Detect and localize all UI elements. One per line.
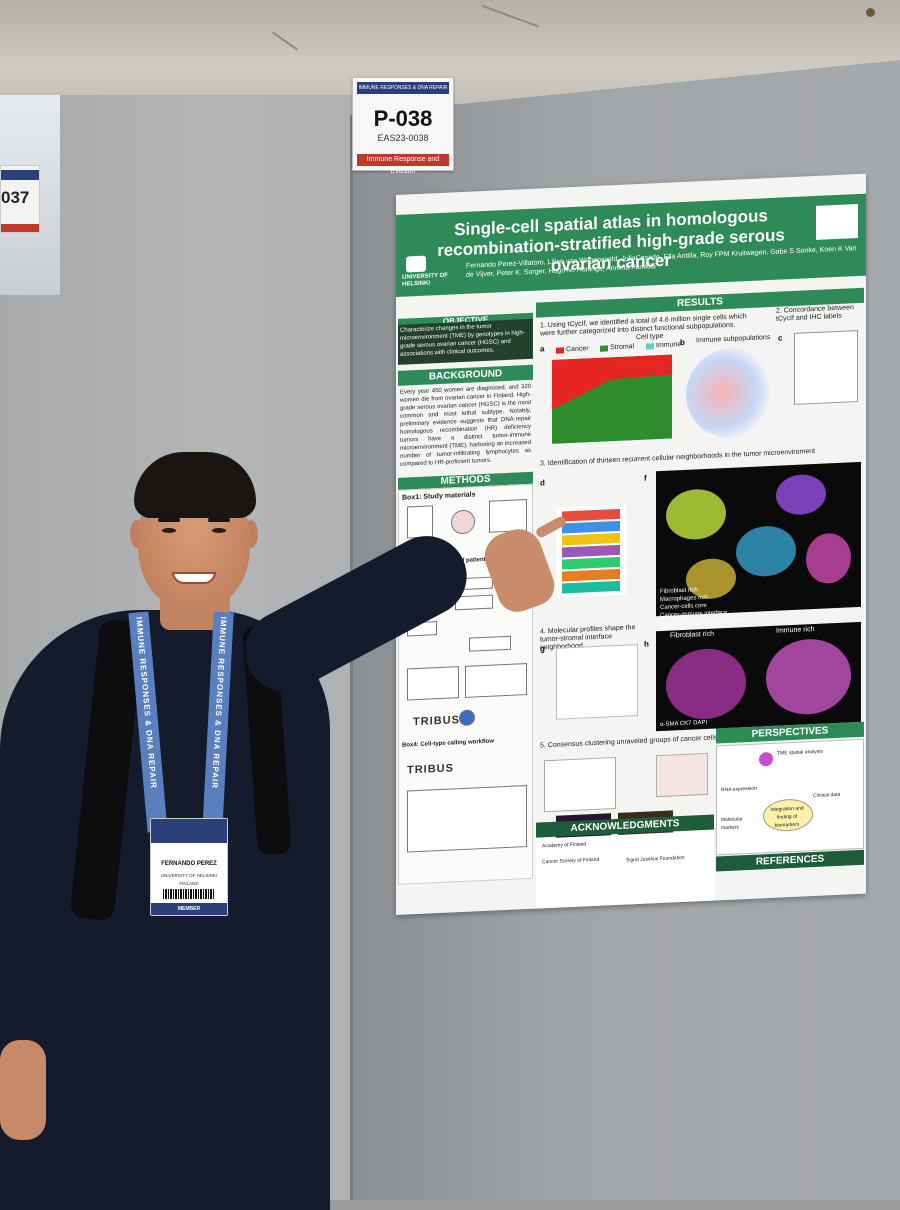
person-eyebrow [208, 518, 230, 522]
panel-letter-c: c [778, 333, 783, 343]
person-eye [162, 528, 176, 533]
person-smile [172, 572, 216, 584]
pin-icon [866, 8, 875, 17]
badge-barcode [163, 889, 215, 899]
objective-text: Characterize changes in the tumor microe… [398, 318, 533, 365]
poster-number-card: IMMUNE RESPONSES & DNA REPAIR P-038 EAS2… [352, 77, 454, 175]
legend-swatch-stromal [600, 345, 608, 352]
poster-category: Immune Response and Evasion [357, 154, 449, 175]
legend-immune: Immune [656, 341, 682, 350]
ack-academy: Academy of Finland [542, 841, 587, 850]
r-logo-icon [459, 709, 475, 727]
panel-letter-a: a [540, 344, 545, 354]
badge-university: UNIVERSITY OF HELSINKI [160, 873, 218, 878]
panel-letter-d: d [540, 478, 545, 488]
tissue-icon [451, 509, 475, 535]
badge-country: FINLAND [179, 881, 199, 886]
background-text: Every year 450 women are diagnosed, and … [400, 383, 531, 468]
study-material-diagram [407, 505, 433, 539]
legend-cancer: Cancer [566, 345, 589, 354]
immune-subpopulations-label: Immune subpopulations [696, 334, 771, 345]
tribus-logo: TRIBUS [407, 762, 454, 777]
person-left-hand [0, 1040, 46, 1140]
image-region [666, 488, 726, 541]
tme-label: TME spatial analysis [777, 748, 823, 757]
image-region [806, 532, 851, 585]
institute-logo-icon [816, 204, 858, 240]
poster-number: P-038 [373, 106, 433, 131]
neighbor-poster-label: 037 [0, 165, 40, 233]
boxplot-chart [556, 644, 638, 720]
tribus-logo: TRIBUS [413, 714, 460, 729]
scientific-poster: Single-cell spatial atlas in homologous … [396, 173, 866, 916]
image-acquisition-diagram [407, 666, 459, 701]
badge-header [151, 819, 227, 843]
flow-box [469, 635, 511, 652]
acknowledgments-logos: Academy of Finland Cancer Society of Fin… [536, 830, 714, 909]
methods-box1-label: Box1: Study materials [402, 491, 476, 502]
panel-letter-h: h [644, 639, 649, 649]
cluster-heatmap [656, 752, 708, 798]
integration-label: Integration and finding of biomarkers [770, 805, 804, 829]
methods-box4-label: Box4: Cell-type calling workflow [402, 738, 495, 749]
image-analysis-diagram [465, 663, 527, 698]
cell-type-stacked-bar-chart [552, 354, 672, 444]
image-region [766, 637, 851, 717]
label-footer-strip [1, 224, 39, 232]
concordance-scatter-plot [794, 330, 858, 405]
cell-type-label: Cell type [636, 332, 664, 342]
consensus-matrix [544, 757, 616, 813]
neighbor-poster-number: 037 [1, 188, 30, 207]
badge-role: MEMBER [151, 903, 227, 915]
person-eye [212, 528, 226, 533]
rna-label: RNA expression [721, 785, 757, 794]
ack-sigrid: Sigrid Jusélius Foundation [626, 854, 685, 864]
image-region [666, 647, 746, 721]
person-hair [134, 452, 256, 518]
tme-icon [759, 751, 773, 767]
ack-cancer-society: Cancer Society of Finland [542, 856, 600, 866]
image-region [776, 473, 826, 516]
name-badge: FERNANDO PEREZ UNIVERSITY OF HELSINKI FI… [150, 818, 228, 916]
umap-plot [686, 345, 776, 440]
clinical-label: Clinical data [813, 791, 841, 800]
result-5-text: 5. Consensus clustering unraveled groups… [540, 734, 718, 750]
legend-swatch-immune [646, 343, 654, 350]
cell-type-calling-table [407, 785, 527, 853]
badge-name: FERNANDO PEREZ [161, 861, 217, 867]
ceiling-crack [481, 4, 539, 28]
molecular-label: Molecular markers [721, 816, 743, 832]
poster-code: EAS23-0038 [377, 133, 429, 143]
neighborhood-composition-chart [556, 504, 626, 598]
person-eyebrow [158, 518, 180, 522]
legend-swatch-cancer [556, 347, 564, 354]
image-region [736, 524, 796, 578]
tma-diagram [489, 499, 527, 533]
result-2-text: 2. Concordance between tCycIf and IHC la… [776, 304, 854, 323]
label-header-strip [1, 170, 39, 180]
legend-stromal: Stromal [610, 343, 635, 352]
university-logo-icon [406, 255, 426, 273]
perspectives-diagram: TME spatial analysis RNA expression Clin… [716, 738, 864, 856]
card-header: IMMUNE RESPONSES & DNA REPAIR [357, 82, 449, 94]
panel-letter-g: g [540, 644, 545, 654]
panel-letter-f: f [644, 473, 647, 483]
poster-header: Single-cell spatial atlas in homologous … [396, 193, 866, 297]
ceiling-crack [272, 31, 298, 51]
poster-university: UNIVERSITY OF HELSINKI [402, 272, 448, 288]
panel-letter-b: b [680, 337, 685, 348]
results-panel: 1. Using tCycIf, we identified a total o… [536, 304, 864, 759]
